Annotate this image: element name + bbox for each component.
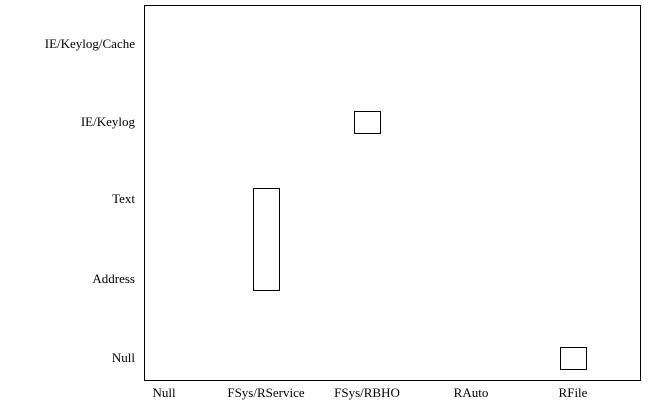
x-tick-label-rauto: RAuto [454,385,489,400]
y-tick-label-ie-keylog-cache: IE/Keylog/Cache [45,36,135,51]
y-tick-labels: Null Address Text IE/Keylog IE/Keylog/Cache [45,36,136,365]
mark-box-fsys-rservice [253,188,280,291]
x-tick-label-fsys-rbho: FSys/RBHO [334,385,400,400]
mark-box-rfile [560,347,587,370]
x-tick-label-fsys-rservice: FSys/RService [227,385,305,400]
chart-marks [253,111,587,370]
x-tick-label-rfile: RFile [559,385,588,400]
x-tick-labels: Null FSys/RService FSys/RBHO RAuto RFile [152,385,587,400]
x-tick-label-null: Null [152,385,176,400]
plot-frame [144,5,641,381]
y-tick-label-text: Text [112,191,135,206]
y-tick-label-address: Address [92,271,135,286]
y-tick-label-null: Null [112,350,136,365]
y-tick-label-ie-keylog: IE/Keylog [81,114,136,129]
mark-box-fsys-rbho [354,111,381,134]
